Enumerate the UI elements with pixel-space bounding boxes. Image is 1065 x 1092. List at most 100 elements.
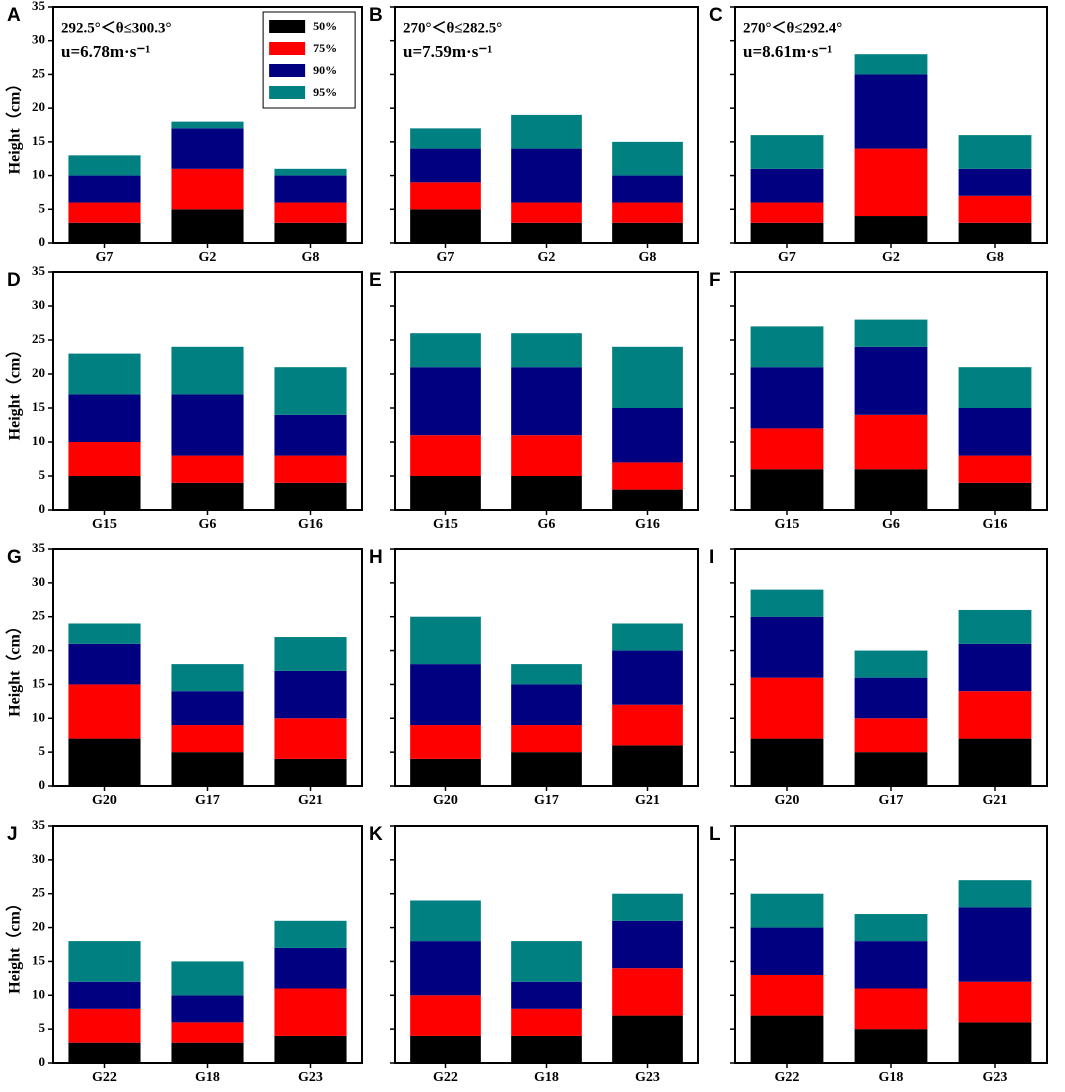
panel: G22 G18 G23 K [369,824,699,1085]
bar-segment [68,394,141,442]
panel-label: J [7,824,18,845]
x-tick-label: G6 [538,517,556,532]
panel: G20 G17 G21 I [709,547,1048,808]
panel-label: D [7,270,21,291]
x-tick-label: G8 [639,250,657,265]
plot-frame [52,6,363,244]
bar-segment [958,482,1032,510]
bar-segment [958,222,1032,243]
bar-segment [410,725,481,759]
bar-segment [958,981,1032,1023]
bar-segment [612,745,683,786]
bar-segment [274,1035,347,1063]
bar-segment [68,623,141,644]
x-tick-label: G18 [534,1070,559,1085]
bar-segment [511,941,582,982]
bar-segment [410,333,481,368]
bar-segment [958,643,1032,692]
bar-segment [171,455,244,483]
bar-segment [410,941,481,996]
bar-segment [171,121,244,129]
bar-segment [511,476,582,510]
y-tick-label: 5 [39,743,46,758]
bar-segment [171,995,244,1023]
bar-segment [274,758,347,786]
bar-segment [612,1015,683,1063]
x-tick-label: G15 [433,517,458,532]
bar-segment [511,114,582,149]
bar-segment [68,353,141,395]
bar-segment [274,202,347,223]
panel-label: B [369,5,383,26]
x-tick-label: G22 [433,1070,458,1085]
panel-label: E [369,270,382,291]
bar-segment [511,752,582,786]
legend-swatch [269,64,306,77]
bar-segment [612,346,683,408]
bar-segment [612,175,683,203]
bar-segment [854,677,928,719]
x-tick-label: G7 [437,250,455,265]
plot-frame [394,6,699,244]
y-tick-label: 35 [32,263,46,278]
y-tick-label: 5 [39,1020,46,1035]
bar-segment [750,974,824,1016]
annotation: u=7.59m·s⁻¹ [403,42,492,61]
bar-segment [274,455,347,483]
panel-label: I [709,547,714,568]
bar-segment [612,141,683,176]
bar-segment [511,148,582,203]
plot-frame [52,548,363,787]
annotation: 292.5°＜θ≤300.3° [61,20,172,36]
bar-segment [274,222,347,243]
bar-segment [958,367,1032,408]
x-tick-label: G6 [882,517,900,532]
bar-segment [274,168,347,176]
y-tick-label: 30 [32,574,45,589]
y-tick-label: 20 [32,365,45,380]
bar-segment [854,74,928,149]
panel: G15 G6 G16 F [709,270,1048,532]
bar-segment [958,1022,1032,1063]
y-tick-label: 0 [39,1054,46,1069]
y-tick-label: 10 [32,433,45,448]
bar-segment [410,900,481,942]
plot-frame [394,825,699,1064]
bar-segment [854,1029,928,1063]
panel: G22 G18 G23 L [709,824,1048,1085]
bar-segment [854,54,928,75]
bar-segment [612,462,683,490]
plot-frame [52,271,363,511]
bar-segment [612,893,683,921]
bar-segment [274,920,347,948]
y-tick-label: 5 [39,467,46,482]
bar-segment [750,738,824,786]
bar-segment [171,394,244,456]
bar-segment [511,1035,582,1063]
x-tick-label: G22 [775,1070,800,1085]
y-tick-label: 5 [39,200,46,215]
y-tick-label: 25 [32,331,46,346]
bar-segment [854,718,928,753]
bar-segment [171,752,244,786]
bar-segment [511,202,582,223]
x-tick-label: G16 [298,517,323,532]
panel-label: H [369,547,383,568]
bar-segment [274,988,347,1036]
bar-segment [171,725,244,753]
bar-segment [410,209,481,243]
bar-segment [68,175,141,203]
bar-segment [410,476,481,510]
bar-segment [171,128,244,169]
x-tick-label: G21 [635,793,660,808]
plot-frame [52,825,363,1064]
y-tick-label: 15 [32,952,46,967]
bar-segment [958,168,1032,196]
y-tick-label: 0 [39,501,46,516]
bar-segment [410,367,481,436]
x-tick-label: G20 [775,793,800,808]
panel: G15 G6 G16 0 5 10 15 20 25 30 35 D Height（cm） [6,263,363,532]
y-tick-label: 35 [32,817,46,832]
bar-segment [750,469,824,510]
